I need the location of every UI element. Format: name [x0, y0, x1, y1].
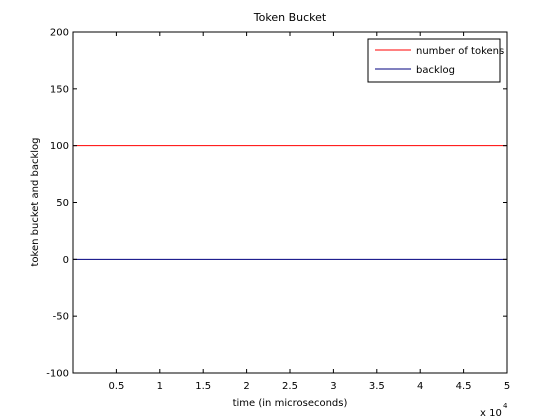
x-scale-factor-label: x 10 [480, 408, 502, 419]
x-tick-label: 3.5 [369, 381, 385, 392]
x-tick-label: 3 [330, 381, 336, 392]
y-tick-label: 150 [50, 84, 69, 95]
y-tick-label: 200 [50, 28, 69, 39]
legend-box [367, 38, 501, 83]
legend-label-number-of-tokens: number of tokens [416, 46, 504, 57]
legend-label-backlog: backlog [416, 65, 455, 76]
x-tick-label: 5 [504, 381, 510, 392]
x-tick-label: 2.5 [282, 381, 298, 392]
x-axis-label: time (in microseconds) [233, 398, 348, 409]
plot-area [73, 32, 507, 373]
legend: number of tokens backlog [367, 38, 504, 83]
y-tick-label: 100 [50, 141, 69, 152]
x-tick-label: 2 [243, 381, 249, 392]
x-tick-label: 1.5 [195, 381, 211, 392]
x-tick-label: 0.5 [108, 381, 124, 392]
x-tick-label: 4.5 [456, 381, 472, 392]
x-tick-label: 4 [417, 381, 423, 392]
x-scale-exponent: 4 [503, 402, 508, 410]
chart-title: Token Bucket [253, 11, 327, 24]
y-tick-label: 0 [63, 255, 69, 266]
x-tick-label: 1 [157, 381, 163, 392]
y-axis-label: token bucket and backlog [30, 137, 41, 266]
y-tick-label: 50 [56, 198, 69, 209]
series-layer [73, 145, 507, 260]
tick-layer: 0.5 1 1.5 2 2.5 3 3.5 4 4.5 5 -100 -50 0 50 100 150 200 [46, 28, 510, 393]
y-tick-label: -100 [46, 369, 69, 380]
y-tick-label: -50 [53, 312, 69, 323]
